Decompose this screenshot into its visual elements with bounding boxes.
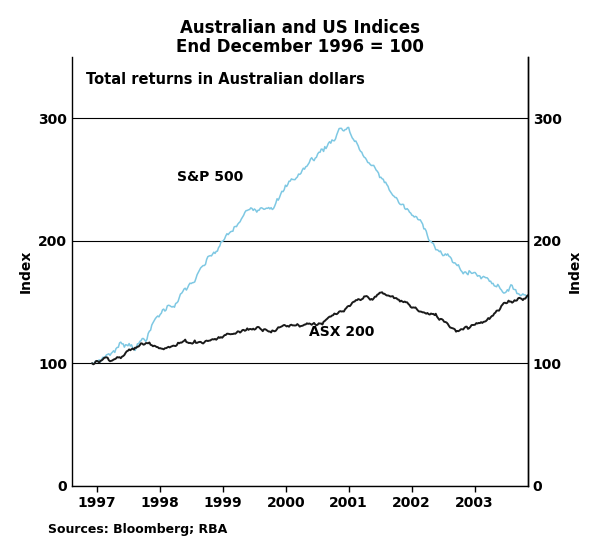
Text: ASX 200: ASX 200 (309, 325, 374, 338)
Text: Sources: Bloomberg; RBA: Sources: Bloomberg; RBA (48, 523, 227, 536)
Y-axis label: Index: Index (568, 250, 581, 293)
Text: Australian and US Indices: Australian and US Indices (180, 19, 420, 37)
Y-axis label: Index: Index (19, 250, 32, 293)
Text: S&P 500: S&P 500 (177, 170, 243, 184)
Text: End December 1996 = 100: End December 1996 = 100 (176, 38, 424, 56)
Text: Total returns in Australian dollars: Total returns in Australian dollars (86, 72, 365, 87)
